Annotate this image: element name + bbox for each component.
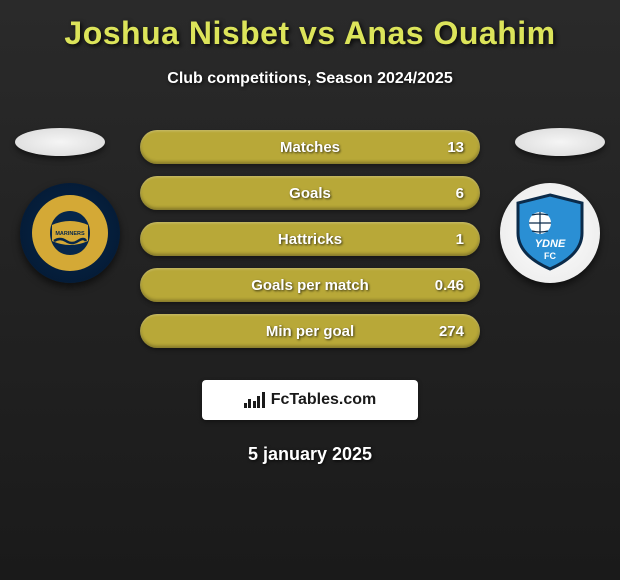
fctables-logo: FcTables.com [202,380,418,420]
svg-text:MARINERS: MARINERS [55,231,85,237]
logo-text: FcTables.com [271,391,377,409]
stat-row: Min per goal 274 [140,314,480,348]
stat-row: Goals 6 [140,176,480,210]
stat-label: Hattricks [278,231,342,248]
stat-value: 1 [456,231,464,248]
stat-value: 13 [447,139,464,156]
stat-label: Min per goal [266,323,354,340]
stat-row: Hattricks 1 [140,222,480,256]
bars-icon [244,392,265,408]
date-text: 5 january 2025 [0,444,620,465]
stat-label: Goals [289,185,331,202]
svg-text:FC: FC [544,251,556,261]
stat-value: 6 [456,185,464,202]
page-title: Joshua Nisbet vs Anas Ouahim [0,15,620,52]
stat-label: Goals per match [251,277,369,294]
svg-text:YDNE: YDNE [535,238,566,250]
stat-row: Goals per match 0.46 [140,268,480,302]
stat-value: 0.46 [435,277,464,294]
stats-list: Matches 13 Goals 6 Hattricks 1 Goals per… [140,130,480,360]
comparison-area: MARINERS YDNE FC Matches 13 Goals 6 [0,128,620,358]
club-badge-left: MARINERS [20,183,120,283]
player-right-placeholder [515,128,605,156]
subtitle: Club competitions, Season 2024/2025 [0,70,620,88]
stat-label: Matches [280,139,340,156]
stat-row: Matches 13 [140,130,480,164]
mariners-badge-icon: MARINERS [32,195,108,271]
player-left-placeholder [15,128,105,156]
stat-value: 274 [439,323,464,340]
club-badge-right: YDNE FC [500,183,600,283]
sydney-fc-badge-icon: YDNE FC [514,193,586,273]
